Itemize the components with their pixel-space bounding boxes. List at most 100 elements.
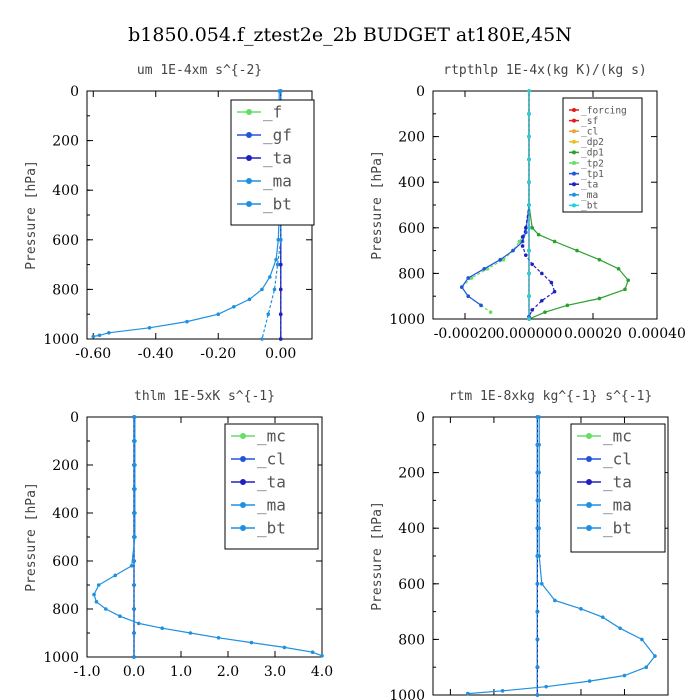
panels: um 1E-4xm s^{-2} Pressure [hPa] 0 200 400 600… [24,63,686,700]
data-point [266,312,271,317]
y-tick-label: 400 [398,521,425,537]
y-tick-label: 600 [52,554,79,570]
legend-box [570,423,666,553]
panel-title: um 1E-4xm s^{-2} [137,63,262,78]
data-point [535,609,540,614]
data-point [527,134,531,139]
data-point [537,554,541,558]
data-point [527,226,531,230]
data-point [640,637,644,642]
data-point [278,287,283,292]
data-point [278,238,283,242]
legend-label: _bt [603,519,632,538]
legend-marker [246,155,252,161]
data-point [587,679,592,683]
legend-label: _bt [263,195,292,214]
data-point [466,276,471,280]
data-point [539,582,544,586]
data-point [565,303,570,308]
data-point [275,262,280,267]
data-point [527,294,531,299]
data-point [460,285,464,289]
legend-marker [586,525,592,531]
data-point [553,598,557,603]
legend-marker [586,456,592,462]
data-point [104,607,108,611]
y-tick-label: 1000 [389,688,425,700]
legend-label: _cl [581,127,598,138]
data-point [107,331,111,335]
data-point [622,673,627,678]
legend-marker [246,178,252,184]
data-point [520,235,525,239]
data-point [536,232,541,237]
data-point [185,319,189,324]
data-point [524,226,528,230]
legend-label: _ta [603,473,632,492]
legend-marker [246,132,252,138]
y-tick-label: 600 [398,577,425,593]
data-point [278,312,283,317]
data-point [320,654,324,658]
data-point [527,317,531,321]
y-axis-label: Pressure [hPa] [370,150,385,260]
y-tick-label: 800 [52,602,79,618]
legend-marker [572,139,576,144]
x-tick-label: 2.0 [217,664,239,680]
data-point [530,308,534,312]
data-point [511,248,515,253]
data-point [540,298,544,303]
data-point [501,257,506,262]
data-point [133,511,137,515]
data-point [147,326,152,330]
x-tick-label: -0.60 [75,346,111,362]
data-point [133,463,137,467]
data-point [537,498,541,503]
series-line-tp2 [461,204,530,313]
legend-marker [572,171,576,176]
data-point [129,564,134,568]
data-point [132,655,136,659]
y-tick-label: 0 [416,410,425,426]
legend-label: _ta [263,149,292,168]
data-point [94,600,99,604]
data-point [527,180,531,184]
data-point [579,607,583,611]
data-point [132,583,136,587]
x-tick-label: 1.0 [170,664,192,680]
y-tick-label: 200 [398,466,425,482]
legend-label: _f [263,103,282,122]
x-tick-label: 0.00020 [564,326,622,342]
data-point [310,650,315,654]
data-point [268,275,272,279]
data-point [466,691,470,696]
legend-label: _ta [257,473,286,492]
data-point [482,267,487,271]
legend-label: _gf [263,126,292,145]
y-tick-label: 600 [398,221,425,237]
y-tick-label: 800 [52,282,79,298]
x-tick-label: -0.00020 [434,326,497,342]
legend-marker [586,479,592,485]
data-point [479,303,483,308]
data-point [260,287,264,292]
y-axis-label: Pressure [hPa] [24,160,39,270]
data-point [133,535,137,539]
panel-title: rtm 1E-8xkg kg^{-1} s^{-1} [449,389,653,404]
y-tick-label: 1000 [43,332,79,348]
x-tick-label: 3.0 [264,664,286,680]
y-tick-label: 1000 [43,650,79,666]
legend-marker [240,433,246,439]
legend-marker [572,161,576,165]
x-tick-label: 0.00040 [628,326,686,342]
data-point [247,297,252,302]
legend-label: _sf [581,116,598,127]
legend-label: _bt [257,519,286,538]
data-point [616,267,621,271]
data-point [544,684,548,689]
data-point [530,262,534,267]
data-point [653,654,657,658]
x-tick-label: -1.0 [74,664,101,680]
data-point [96,583,101,587]
